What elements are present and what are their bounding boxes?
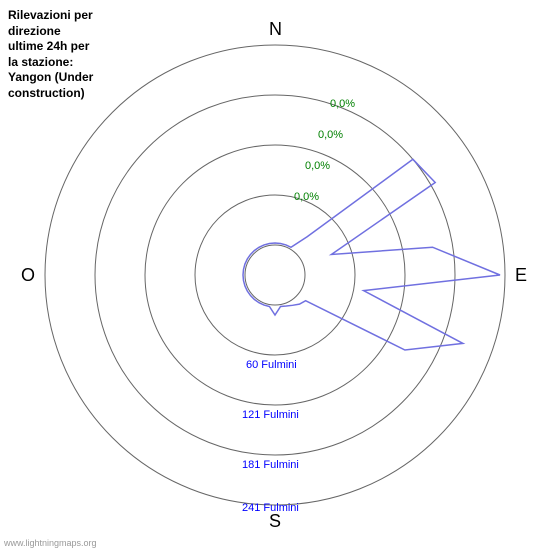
- percent-label: 0,0%: [330, 98, 355, 110]
- percent-label: 0,0%: [318, 129, 343, 141]
- fulmini-label: 121 Fulmini: [242, 409, 299, 421]
- concentric-rings: [45, 45, 505, 505]
- credit-text: www.lightningmaps.org: [4, 538, 97, 548]
- cardinal-west: O: [21, 265, 35, 286]
- percent-label: 0,0%: [294, 191, 319, 203]
- cardinal-east: E: [515, 265, 527, 286]
- fulmini-label: 241 Fulmini: [242, 502, 299, 514]
- fulmini-label: 181 Fulmini: [242, 459, 299, 471]
- polar-chart-container: { "chart": { "type": "polar-rose", "widt…: [0, 0, 550, 550]
- fulmini-label: 60 Fulmini: [246, 359, 297, 371]
- chart-title: Rilevazioni perdirezioneultime 24h perla…: [8, 8, 93, 102]
- cardinal-south: S: [269, 511, 281, 532]
- percent-label: 0,0%: [305, 160, 330, 172]
- cardinal-north: N: [269, 19, 282, 40]
